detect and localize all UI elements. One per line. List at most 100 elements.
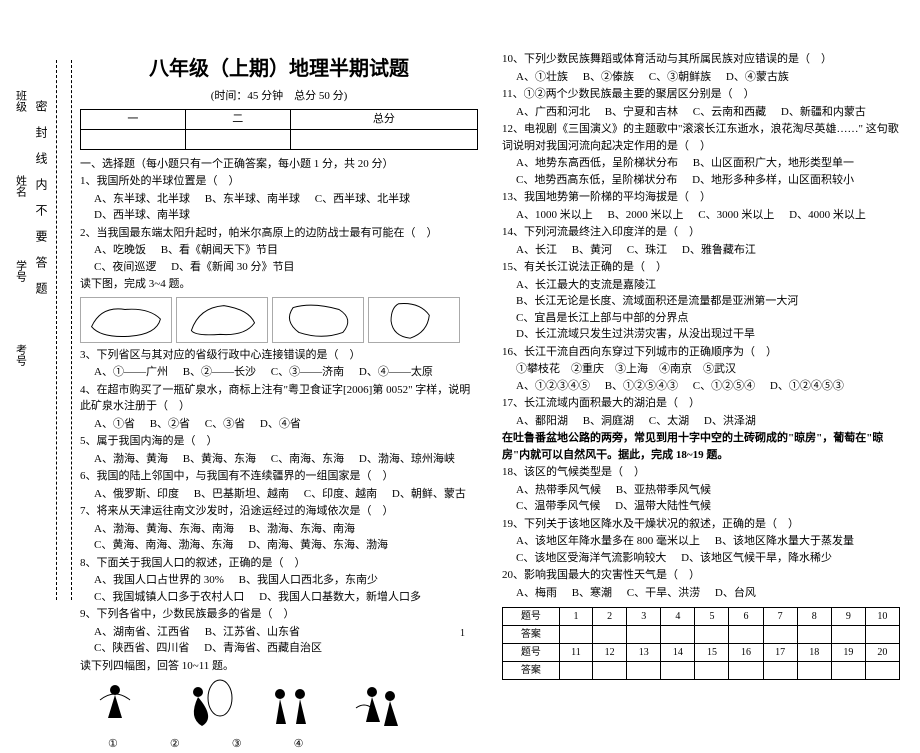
ethnic-figures [80,678,478,734]
q16-a: A、①②③④⑤ [516,378,590,395]
q7-d: D、南海、黄海、东海、渤海 [248,537,388,554]
q19-c: C、该地区受海洋气流影响较大 [516,550,666,567]
q2-d: D、看《新闻 30 分》节目 [171,259,294,276]
q3-b: B、②——长沙 [183,364,256,381]
q20-c: C、干旱、洪涝 [627,585,700,602]
q14: 14、下列河流最终注入印度洋的是（ ） [502,224,900,241]
page-content: 八年级（上期）地理半期试题 (时间：45 分钟 总分 50 分) 一 二 总分 … [80,50,900,753]
q7-b: B、渤海、东海、南海 [249,521,355,538]
q13-a: A、1000 米以上 [516,207,593,224]
q16-d: D、①②④⑤③ [770,378,844,395]
q2: 2、当我国最东端太阳升起时，帕米尔高原上的边防战士最有可能在（ ） [80,225,478,242]
q18-a: A、热带季风气候 [516,482,601,499]
q1011-prompt: 读下列四幅图，回答 10~11 题。 [80,658,478,675]
q18-b: B、亚热带季风气候 [616,482,711,499]
q8-a: A、我国人口占世界的 30% [94,572,224,589]
label-class: 班级 [12,90,29,112]
q11-d: D、新疆和内蒙古 [781,104,866,121]
q16-b: B、①②⑤④③ [605,378,678,395]
q20-d: D、台风 [715,585,756,602]
q7-c: C、黄海、南海、渤海、东海 [94,537,233,554]
fig-num-2: ② [170,736,180,753]
q1819-passage: 在吐鲁番盆地公路的两旁，常见到用十字中空的土砖砌成的"晾房"，葡萄在"晾房"内就… [502,430,900,463]
q13-d: D、4000 米以上 [789,207,866,224]
q13: 13、我国地势第一阶梯的平均海拔是（ ） [502,189,900,206]
q3-d: D、④——太原 [359,364,433,381]
map-2 [176,297,268,343]
q9-a: A、湖南省、江西省 [94,624,190,641]
student-info-labels: 班级 姓名 学号 考号 [12,60,29,600]
q11-c: C、云南和西藏 [693,104,766,121]
q5-d: D、渤海、琼州海峡 [359,451,455,468]
q16-cities: ①攀枝花 ②重庆 ③上海 ④南京 ⑤武汉 [502,361,900,378]
page-number: 1 [460,626,465,641]
exam-title: 八年级（上期）地理半期试题 [80,54,478,84]
q19-b: B、该地区降水量大于蒸发量 [715,533,854,550]
q15: 15、有关长江说法正确的是（ ） [502,259,900,276]
q3: 3、下列省区与其对应的省级行政中心连接错误的是（ ） [80,347,478,364]
q16-c: C、①②⑤④ [693,378,755,395]
q15-a: A、长江最大的支流是嘉陵江 [516,277,900,294]
q18-d: D、温带大陆性气候 [615,498,711,515]
fig-num-3: ③ [232,736,242,753]
fig-num-4: ④ [294,736,304,753]
q2-a: A、吃晚饭 [94,242,146,259]
q7: 7、将来从天津运往南文沙发时，沿途运经过的海域依次是（ ） [80,503,478,520]
q19-d: D、该地区气候干旱，降水稀少 [681,550,832,567]
figure-3 [256,678,326,734]
q17: 17、长江流域内面积最大的湖泊是（ ） [502,395,900,412]
score-table: 一 二 总分 [80,109,478,150]
q1-b: B、东半球、南半球 [205,191,300,208]
answer-table: 题号 1 2 3 4 5 6 7 8 9 10 答案 题号 11 12 13 [502,607,900,680]
right-column: 10、下列少数民族舞蹈或体育活动与其所属民族对应错误的是（ ） A、①壮族 B、… [502,50,900,753]
score-col-2: 二 [185,109,290,129]
map-1 [80,297,172,343]
q20-b: B、寒潮 [572,585,612,602]
q12: 12、电视剧《三国演义》的主题歌中"滚滚长江东逝水，浪花淘尽英雄……" 这句歌词… [502,121,900,154]
score-col-1: 一 [81,109,186,129]
q9: 9、下列各省中，少数民族最多的省是（ ） [80,606,478,623]
q13-b: B、2000 米以上 [607,207,683,224]
fig-num-1: ① [108,736,118,753]
q12-d: D、地形多种多样，山区面积较小 [692,172,854,189]
left-column: 八年级（上期）地理半期试题 (时间：45 分钟 总分 50 分) 一 二 总分 … [80,50,478,753]
q6-c: C、印度、越南 [304,486,377,503]
figure-4 [344,678,414,734]
q6-d: D、朝鲜、蒙古 [392,486,466,503]
exam-subtitle: (时间：45 分钟 总分 50 分) [80,88,478,105]
ans-head-qnum: 题号 [503,608,560,626]
q15-c: C、宜昌是长江上部与中部的分界点 [516,310,900,327]
seal-line-text: 密封线内不要答题 [32,100,50,308]
q9-b: B、江苏省、山东省 [205,624,300,641]
q20: 20、影响我国最大的灾害性天气是（ ） [502,567,900,584]
q15-b: B、长江无论是长度、流域面积还是流量都是亚洲第一大河 [516,293,900,310]
q18-c: C、温带季风气候 [516,498,600,515]
q34-prompt: 读下图，完成 3~4 题。 [80,276,478,293]
section1-heading: 一、选择题（每小题只有一个正确答案，每小题 1 分，共 20 分） [80,156,478,173]
q1-c: C、西半球、北半球 [315,191,410,208]
q10-c: C、③朝鲜族 [649,69,711,86]
q18: 18、该区的气候类型是（ ） [502,464,900,481]
q8-b: B、我国人口西北多，东南少 [239,572,378,589]
q4-c: C、③省 [205,416,245,433]
q14-a: A、长江 [516,242,557,259]
q10-d: D、④蒙古族 [726,69,789,86]
q3-c: C、③——济南 [271,364,344,381]
q1-d: D、西半球、南半球 [94,207,190,224]
q9-d: D、青海省、西藏自治区 [204,640,322,657]
q11: 11、①②两个少数民族最主要的聚居区分别是（ ） [502,86,900,103]
figure-1 [80,678,150,734]
q4-d: D、④省 [260,416,301,433]
q3-a: A、①——广州 [94,364,168,381]
q8-c: C、我国城镇人口多于农村人口 [94,589,244,606]
q12-b: B、山区面积广大，地形类型单一 [693,155,854,172]
q7-a: A、渤海、黄海、东海、南海 [94,521,234,538]
q9-c: C、陕西省、四川省 [94,640,189,657]
q13-c: C、3000 米以上 [698,207,774,224]
q6-a: A、俄罗斯、印度 [94,486,179,503]
map-3 [272,297,364,343]
q12-a: A、地势东高西低，呈阶梯状分布 [516,155,678,172]
label-studentid: 学号 [12,260,29,282]
label-examid: 考号 [12,344,29,366]
q4: 4、在超市购买了一瓶矿泉水，商标上注有"粤卫食证字[2006]第 0052" 字… [80,382,478,415]
